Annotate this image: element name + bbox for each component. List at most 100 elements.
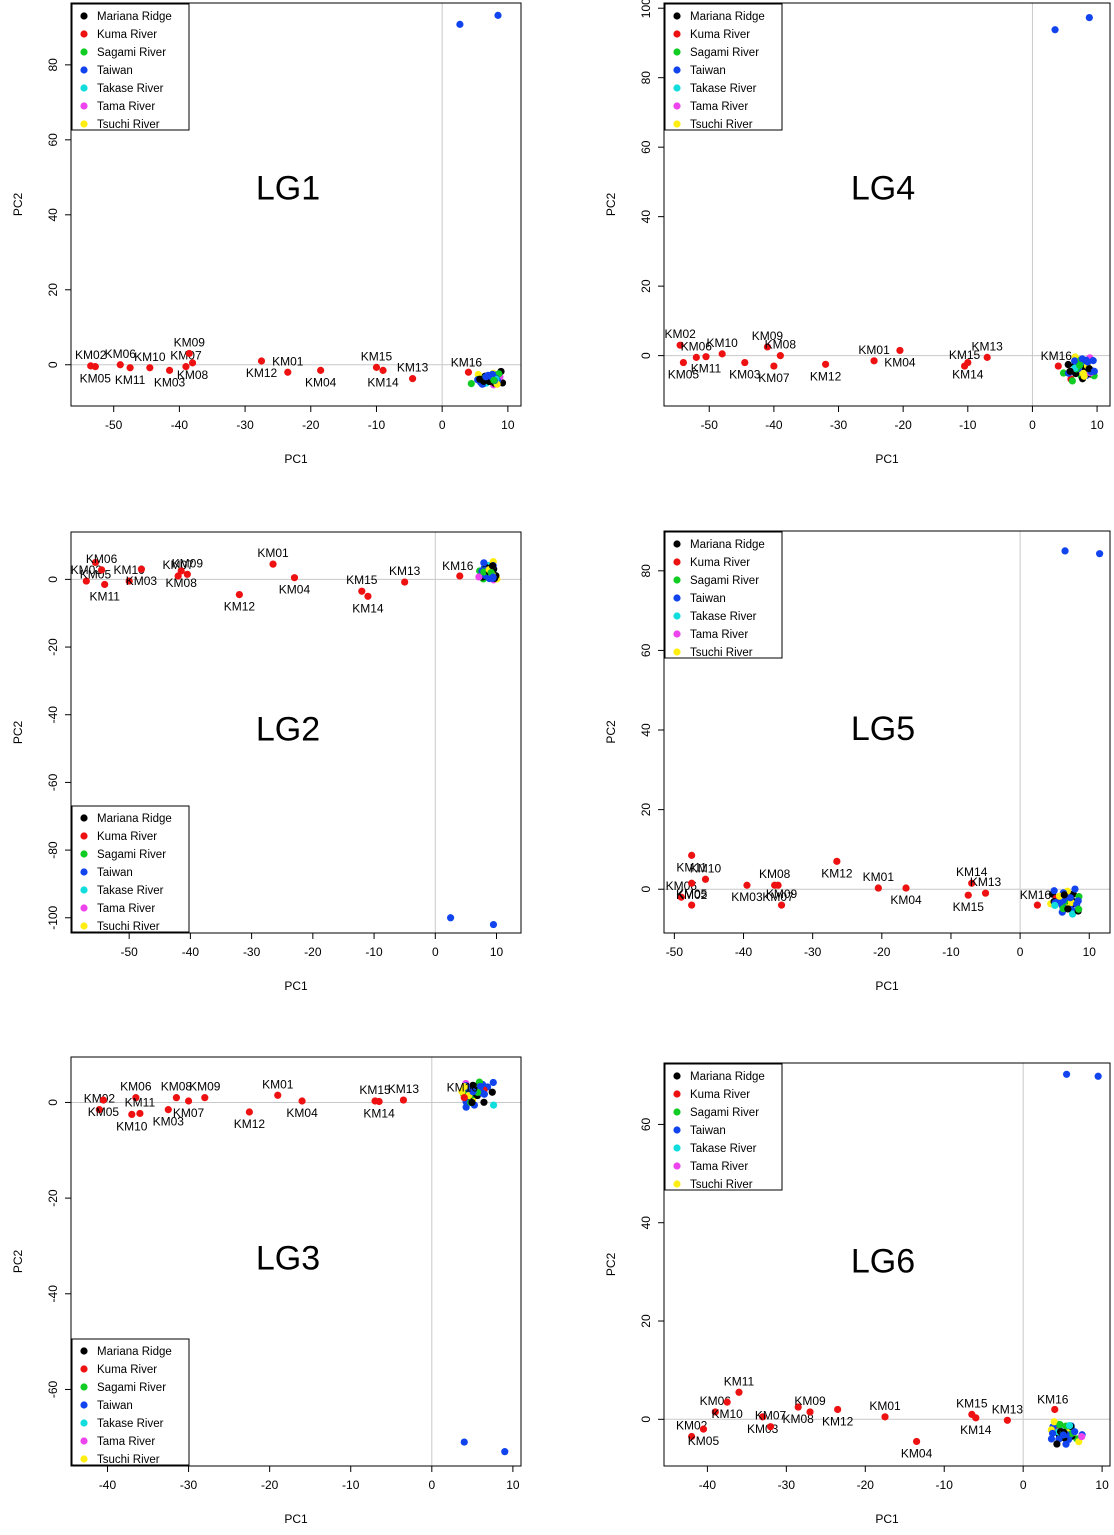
chart-panel-lg2: -50 -40 -30 -20 -10 0 10 0 -20 -40 -60 -80 -100 PC1 PC… [0,525,540,1005]
kuma-point [456,572,464,580]
legend-label: Kuma River [690,1089,750,1101]
point-label: KM09 [189,1080,221,1094]
legend-label: Takase River [97,83,164,95]
legend-box [71,805,190,933]
point-label: KM13 [389,564,421,578]
kuma-point [794,1403,802,1411]
x-tick-label: -10 [959,418,977,432]
kuma-point [770,362,778,370]
point-label: KM13 [970,875,1002,889]
point-label: KM05 [88,1105,120,1119]
legend-label: Taiwan [97,1400,133,1412]
kuma-point [245,1108,253,1116]
y-tick-label: 20 [639,1314,653,1328]
cluster-point [1051,901,1059,910]
kuma-point [870,357,878,365]
cluster-point [480,568,488,576]
point-label: KM02 [75,348,107,362]
legend-label: Tsuchi River [97,921,160,933]
kuma-point [759,1413,767,1421]
point-label: KM14 [352,601,384,615]
legend-marker [673,1180,681,1188]
point-label: KM09 [174,336,206,350]
legend-label: Tsuchi River [97,119,160,131]
x-tick-label: -40 [735,945,753,959]
legend-label: Kuma River [97,831,157,843]
point-label: KM04 [890,893,922,907]
point-label: KM01 [869,1399,901,1413]
kuma-point [701,875,710,883]
plot-frame [70,531,522,934]
point-label: KM10 [711,1407,743,1421]
legend-marker [673,84,681,92]
cluster-point [469,1088,477,1096]
kuma-point [464,368,473,376]
plot-frame [663,2,1111,407]
chart-title: LG6 [851,1243,915,1281]
kuma-point [317,366,325,374]
point-label: KM06 [105,347,137,361]
point-label: KM12 [234,1117,266,1131]
point-label: KM02 [676,1419,708,1433]
point-label: KM14 [952,368,984,382]
legend-marker [80,922,88,930]
y-axis-title: PC2 [604,1253,618,1277]
plot-frame [663,530,1111,934]
y-axis-title: PC2 [11,1250,25,1274]
y-tick-label: 80 [46,58,60,72]
cluster-point [480,1098,488,1106]
x-axis-title: PC1 [284,979,308,993]
y-tick-label: 80 [639,71,653,85]
legend-label: Takase River [97,1418,164,1430]
cluster-point [489,1078,497,1087]
point-label: KM13 [972,339,1004,353]
point-label: KM16 [447,1081,479,1095]
x-tick-label: 0 [439,418,446,432]
x-tick-label: -40 [765,418,783,432]
cluster-point [489,1101,498,1109]
x-tick-label: -30 [804,945,822,959]
kuma-point [1003,1416,1011,1424]
y-tick-label: -20 [46,638,60,656]
cluster-point [1068,910,1077,918]
kuma-point [688,879,696,887]
legend-marker [80,1455,88,1463]
x-tick-label: 0 [1017,945,1024,959]
legend-marker [673,540,681,548]
x-tick-label: -20 [857,1478,875,1492]
x-tick-label: 0 [1029,418,1036,432]
chart-title: LG2 [256,711,320,749]
x-tick-label: -20 [873,945,891,959]
kuma-point [164,1106,172,1114]
x-tick-label: 10 [1083,945,1097,959]
cluster-point [488,370,496,378]
kuma-point [99,1096,108,1104]
legend-marker [80,30,88,38]
point-label: KM10 [113,563,145,577]
point-label: KM06 [120,1080,152,1094]
legend-label: Takase River [690,1143,757,1155]
y-tick-label: 0 [639,886,653,893]
legend-label: Sagami River [690,47,759,59]
point-label: KM09 [794,1394,826,1408]
x-tick-label: -30 [236,418,254,432]
cluster-point [1048,1429,1057,1437]
legend-marker [673,30,681,38]
kuma-point [98,566,106,574]
x-axis-title: PC1 [875,452,899,466]
point-label: KM12 [224,600,256,614]
legend-marker [673,66,681,74]
legend-marker [673,594,681,602]
cluster-point [1079,369,1087,377]
kuma-point [101,580,109,589]
y-tick-label: -60 [46,773,60,791]
legend-label: Takase River [690,83,757,95]
point-label: KM13 [397,361,429,375]
legend-label: Kuma River [690,29,750,41]
point-label: KM15 [361,349,393,363]
y-axis-title: PC2 [11,721,25,745]
point-label: KM08 [177,368,209,382]
legend-label: Mariana Ridge [97,813,172,825]
y-tick-label: -40 [46,706,60,724]
x-tick-label: -50 [105,418,123,432]
